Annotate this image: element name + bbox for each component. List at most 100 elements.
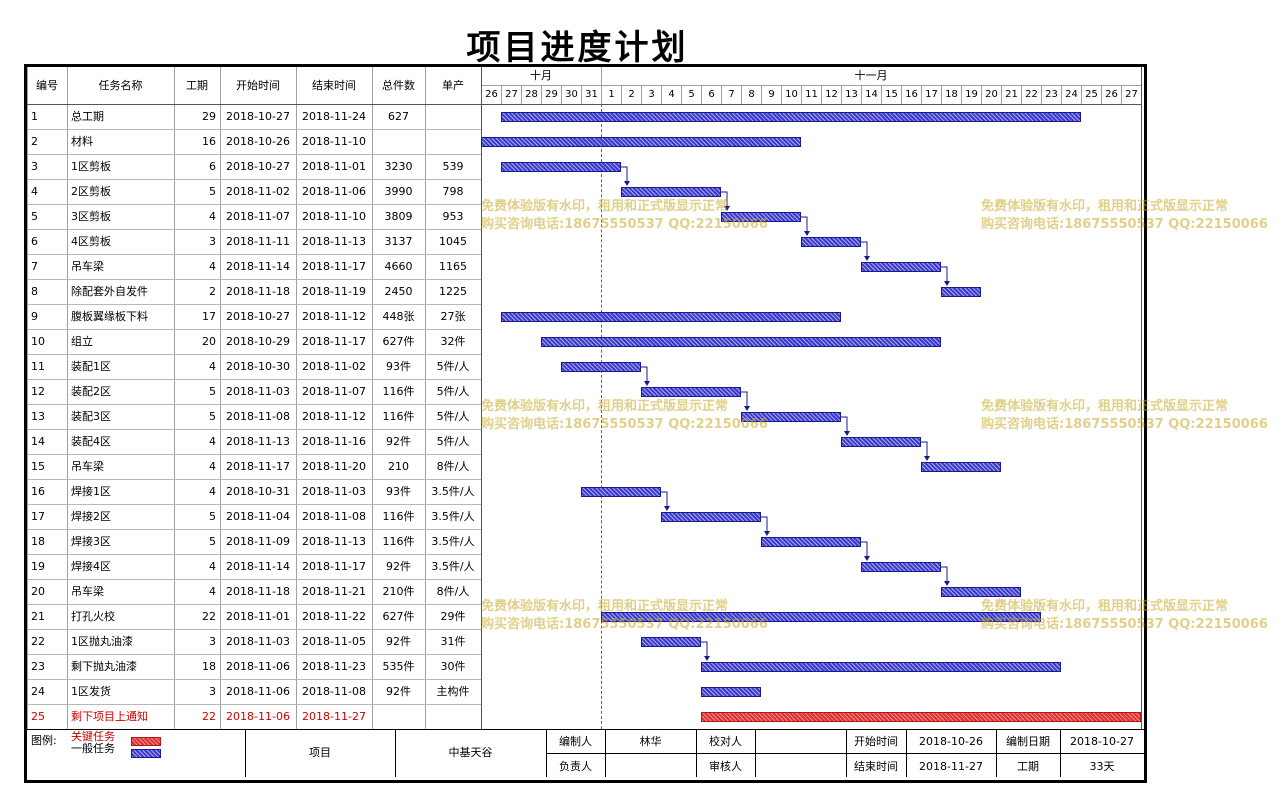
task-total: 92件 [386, 685, 411, 698]
task-id: 7 [31, 260, 38, 273]
table-row-line [27, 129, 481, 130]
legend-critical-swatch [131, 737, 161, 746]
gantt-bar [501, 112, 1081, 122]
task-id: 15 [31, 460, 45, 473]
gantt-bar [861, 562, 941, 572]
task-start: 2018-11-18 [226, 585, 290, 598]
task-total: 3809 [384, 210, 413, 223]
task-duration: 5 [209, 510, 216, 523]
day-tick-label: 19 [961, 86, 981, 104]
task-name: 剩下抛丸油漆 [71, 660, 137, 673]
task-unit: 5件/人 [436, 410, 470, 423]
task-duration: 4 [209, 260, 216, 273]
task-start: 2018-11-03 [226, 385, 290, 398]
legend-label: 图例: [31, 734, 57, 747]
table-row-line [27, 204, 481, 205]
task-start: 2018-11-13 [226, 435, 290, 448]
task-id: 23 [31, 660, 45, 673]
day-tick-label: 4 [661, 86, 681, 104]
task-unit: 8件/人 [436, 585, 470, 598]
task-duration: 4 [209, 360, 216, 373]
table-row-line [27, 279, 481, 280]
table-column-line [220, 67, 221, 729]
footer-cell-top-4: 开始时间 [854, 735, 898, 748]
task-total: 627件 [382, 335, 415, 348]
day-tick-label: 3 [641, 86, 661, 104]
day-tick-label: 29 [541, 86, 561, 104]
task-end: 2018-11-19 [302, 285, 366, 298]
table-row-line [27, 429, 481, 430]
task-start: 2018-11-17 [226, 460, 290, 473]
footer-cell-top-5: 2018-10-26 [919, 735, 983, 748]
task-duration: 4 [209, 210, 216, 223]
table-row-line [27, 479, 481, 480]
page-title: 项目进度计划 [466, 28, 689, 68]
footer-column-line [395, 729, 396, 777]
day-tick-label: 5 [681, 86, 701, 104]
task-unit: 3.5件/人 [431, 510, 475, 523]
gantt-bar [501, 162, 621, 172]
task-end: 2018-11-22 [302, 610, 366, 623]
task-start: 2018-10-26 [226, 135, 290, 148]
day-tick-label: 26 [1101, 86, 1121, 104]
task-duration: 4 [209, 460, 216, 473]
day-tick-label: 8 [741, 86, 761, 104]
task-unit: 5件/人 [436, 385, 470, 398]
task-unit: 32件 [440, 335, 466, 348]
task-end: 2018-11-08 [302, 685, 366, 698]
footer-top-line [27, 729, 1144, 730]
table-row-line [27, 154, 481, 155]
task-id: 9 [31, 310, 38, 323]
task-duration: 4 [209, 485, 216, 498]
table-row-line [27, 679, 481, 680]
task-start: 2018-10-27 [226, 110, 290, 123]
task-duration: 5 [209, 185, 216, 198]
task-duration: 17 [202, 310, 216, 323]
day-tick-label: 17 [921, 86, 941, 104]
table-column-line [174, 67, 175, 729]
footer-mid-line [546, 753, 1144, 754]
gantt-bar [601, 612, 1041, 622]
footer-cell-top-1: 林华 [639, 735, 662, 748]
task-end: 2018-11-13 [302, 535, 366, 548]
table-row-line [27, 254, 481, 255]
day-tick-label: 6 [701, 86, 721, 104]
task-start: 2018-11-18 [226, 285, 290, 298]
task-end: 2018-11-17 [302, 260, 366, 273]
table-row-line [27, 554, 481, 555]
task-total: 3990 [384, 185, 413, 198]
task-end: 2018-11-03 [302, 485, 366, 498]
task-id: 10 [31, 335, 45, 348]
day-tick-label: 16 [901, 86, 921, 104]
table-row-line [27, 629, 481, 630]
month-label: 十月 [530, 69, 552, 82]
gantt-bar [761, 537, 861, 547]
task-end: 2018-11-10 [302, 210, 366, 223]
table-column-line [67, 67, 68, 729]
task-duration: 6 [209, 160, 216, 173]
task-unit: 3.5件/人 [431, 535, 475, 548]
task-end: 2018-11-23 [302, 660, 366, 673]
task-id: 5 [31, 210, 38, 223]
table-row-line [27, 329, 481, 330]
task-total: 116件 [382, 410, 415, 423]
task-start: 2018-11-01 [226, 610, 290, 623]
task-start: 2018-11-06 [226, 685, 290, 698]
task-duration: 4 [209, 560, 216, 573]
task-id: 6 [31, 235, 38, 248]
day-tick-label: 23 [1041, 86, 1061, 104]
task-total: 210件 [382, 585, 415, 598]
gantt-bar [941, 587, 1021, 597]
task-total: 116件 [382, 510, 415, 523]
month-divider [601, 67, 602, 86]
table-row-line [27, 504, 481, 505]
table-row-line [27, 579, 481, 580]
task-unit [429, 104, 477, 129]
task-end: 2018-11-10 [302, 135, 366, 148]
task-id: 3 [31, 160, 38, 173]
task-end: 2018-11-16 [302, 435, 366, 448]
gantt-bar [641, 637, 701, 647]
task-end: 2018-11-01 [302, 160, 366, 173]
footer-column-line [245, 729, 246, 777]
footer-cell-bottom-2: 审核人 [709, 760, 742, 773]
